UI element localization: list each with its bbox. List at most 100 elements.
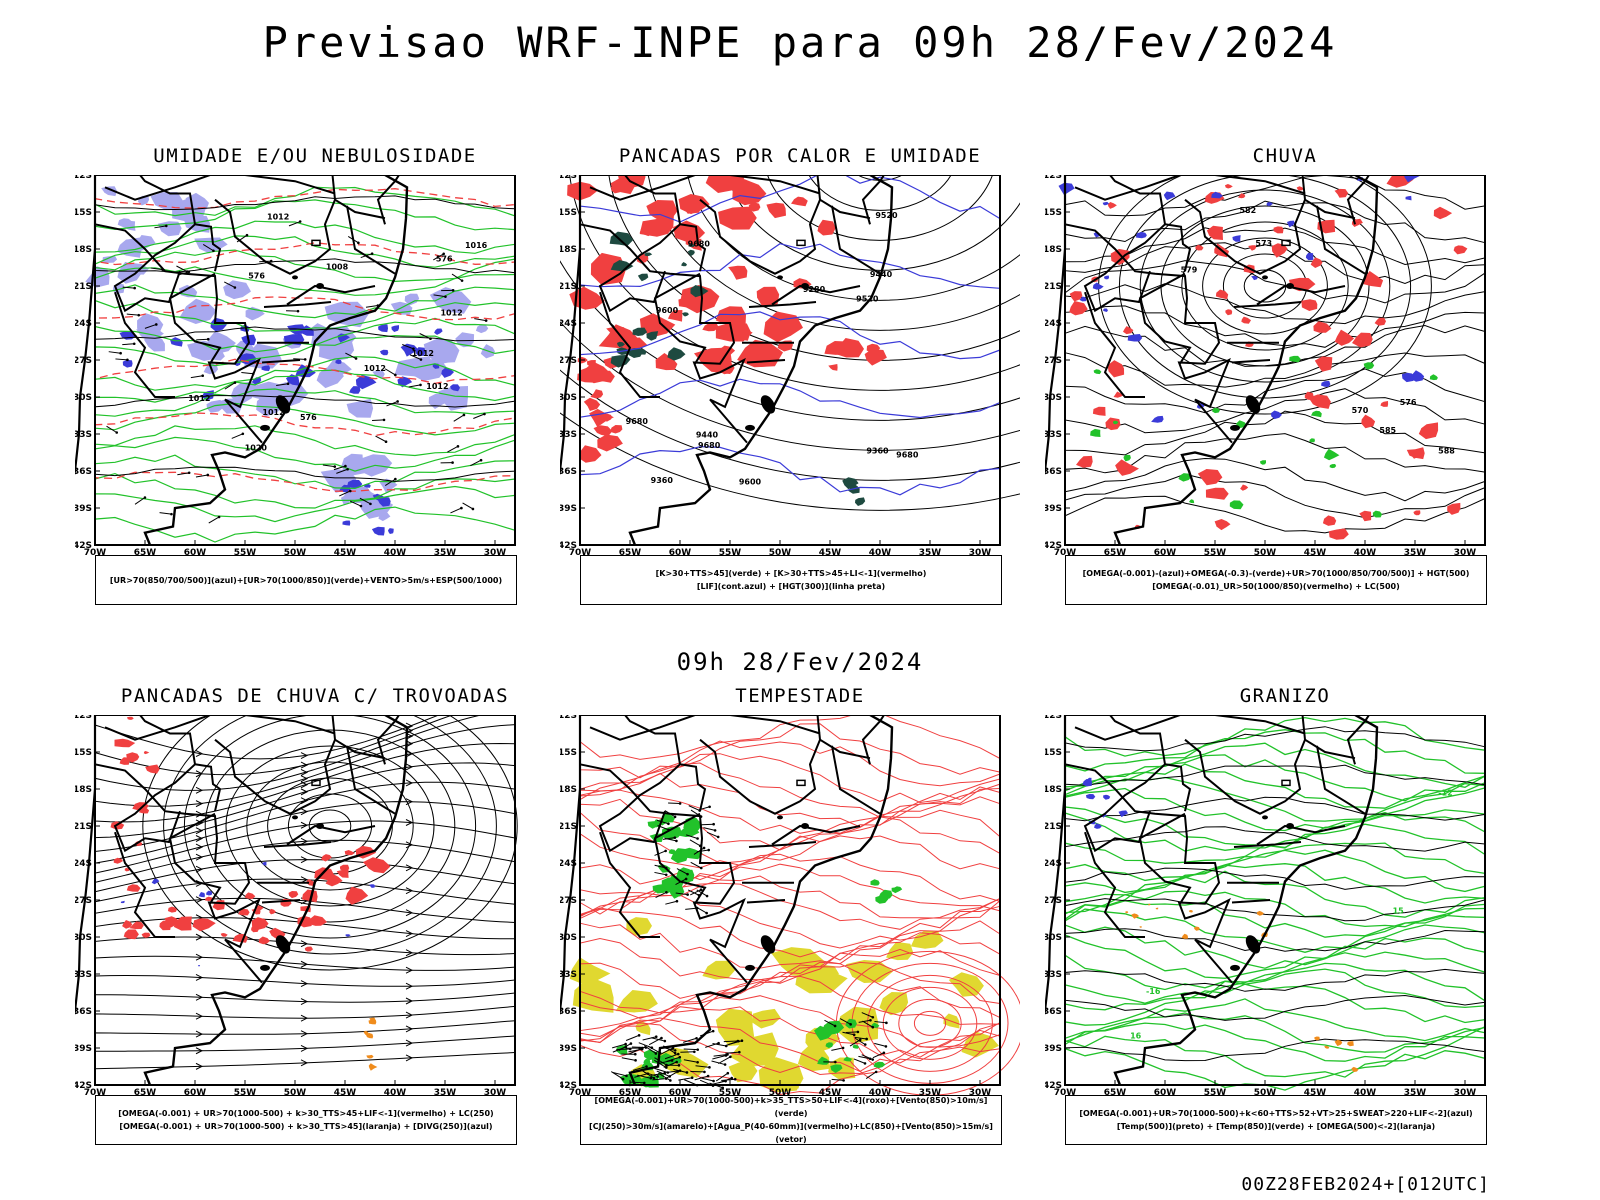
lon-tick-label: 35W — [1404, 548, 1427, 558]
lon-tick-label: 55W — [234, 1088, 257, 1098]
lat-tick-label: 30S — [560, 393, 577, 403]
lat-tick-label: 33S — [560, 430, 577, 440]
contour-label: 1012 — [440, 308, 462, 317]
lat-tick-label: 12S — [75, 175, 92, 181]
lat-tick-label: 12S — [560, 715, 577, 721]
legend-line: [CJ(250)>30m/s](amarelo)+[Agua_P(40-60mm… — [589, 1122, 993, 1144]
lat-tick-label: 36S — [1045, 1007, 1062, 1017]
lat-tick-label: 24S — [75, 319, 92, 329]
lat-tick-label: 30S — [560, 933, 577, 943]
contour-label: 1012 — [412, 349, 434, 358]
lat-tick-label: 24S — [560, 319, 577, 329]
forecast-map: -12 -16 15 16 12S 15S 18S 21S 24S 27S 30S 33S 36S 39S… — [1045, 715, 1486, 1098]
lon-tick-label: 65W — [619, 548, 642, 558]
lat-tick-label: 12S — [75, 715, 92, 721]
lon-tick-label: 30W — [484, 1088, 507, 1098]
lon-tick-label: 35W — [434, 1088, 457, 1098]
contour-label: 1008 — [326, 262, 349, 271]
lat-tick-label: 33S — [1045, 970, 1062, 980]
lat-tick-label: 27S — [1045, 896, 1062, 906]
main-title: Previsao WRF-INPE para 09h 28/Fev/2024 — [262, 18, 1338, 67]
lon-tick-label: 50W — [1254, 548, 1277, 558]
lon-tick-label: 60W — [1154, 548, 1177, 558]
lat-tick-label: 42S — [75, 541, 92, 551]
lon-tick-label: 65W — [1104, 1088, 1127, 1098]
lat-tick-label: 15S — [75, 208, 92, 218]
lat-tick-label: 33S — [560, 970, 577, 980]
lat-tick-label: 21S — [560, 282, 577, 292]
legend-line: [LIF](cont.azul) + [HGT(300)](linha pret… — [696, 582, 886, 591]
lon-tick-label: 35W — [1404, 1088, 1427, 1098]
panel-title: CHUVA — [1252, 145, 1318, 167]
legend-line: [OMEGA(-0.001)+UR>70(1000-500)+k<60+TTS>… — [1079, 1109, 1473, 1118]
lon-tick-label: 65W — [1104, 548, 1127, 558]
lon-tick-label: 30W — [969, 1088, 992, 1098]
forecast-map: 588 585 582 579 576 573 570 12S 15S 18S 21S 24S 27S 3… — [1045, 175, 1486, 558]
contour-label: 573 — [1255, 239, 1272, 248]
lat-tick-label: 39S — [75, 1044, 92, 1054]
contour-label: 16 — [1130, 1031, 1142, 1040]
lon-tick-label: 50W — [769, 548, 792, 558]
contour-label: 9360 — [866, 446, 889, 455]
contour-label: 1012 — [426, 382, 448, 391]
lon-tick-label: 35W — [919, 548, 942, 558]
legend-line: [Temp(500)](preto) + [Temp(850)](verde) … — [1116, 1122, 1436, 1131]
legend-line: [OMEGA(-0.001)-(azul)+OMEGA(-0.3)-(verde… — [1082, 569, 1470, 578]
lon-tick-label: 30W — [484, 548, 507, 558]
lat-tick-label: 21S — [1045, 822, 1062, 832]
lat-tick-label: 39S — [75, 504, 92, 514]
lat-tick-label: 33S — [1045, 430, 1062, 440]
lat-tick-label: 36S — [560, 467, 577, 477]
legend-box: [OMEGA(-0.001)+UR>70(1000-500)+k<60+TTS>… — [1065, 1095, 1487, 1145]
lat-tick-label: 27S — [1045, 356, 1062, 366]
legend-line: [OMEGA(-0.001) + UR>70(1000-500) + k>30_… — [119, 1122, 493, 1131]
lon-tick-label: 40W — [384, 1088, 407, 1098]
legend-line: [OMEGA(-0.001) + UR>70(1000-500) + k>30_… — [118, 1109, 494, 1118]
lat-tick-label: 21S — [75, 282, 92, 292]
lon-tick-label: 40W — [1354, 548, 1377, 558]
contour-label: 15 — [1393, 907, 1405, 916]
lon-tick-label: 70W — [569, 1088, 592, 1098]
map-layers: 9680968096809680960096009520952094409440… — [560, 175, 1020, 546]
lat-tick-label: 15S — [1045, 748, 1062, 758]
contour-label: 9520 — [875, 211, 898, 220]
lat-tick-label: 39S — [560, 1044, 577, 1054]
lat-tick-label: 39S — [1045, 1044, 1062, 1054]
contour-label: 9360 — [651, 476, 674, 485]
legend-box: [K>30+TTS>45](verde) + [K>30+TTS>45+LI<-… — [580, 555, 1002, 605]
panel-title: PANCADAS POR CALOR E UMIDADE — [618, 145, 982, 167]
lat-tick-label: 42S — [1045, 541, 1062, 551]
contour-label: 1012 — [364, 364, 386, 373]
lon-tick-label: 35W — [434, 548, 457, 558]
lat-tick-label: 12S — [1045, 175, 1062, 181]
lat-tick-label: 27S — [560, 356, 577, 366]
legend-line: [OMEGA(-0.01)_UR>50(1000/850)(vermelho) … — [1152, 582, 1400, 591]
lon-tick-label: 70W — [569, 548, 592, 558]
lat-tick-label: 18S — [560, 785, 577, 795]
lon-tick-label: 70W — [84, 1088, 107, 1098]
legend-box: [OMEGA(-0.001)+UR>70(1000-500)+k>35_TTS>… — [580, 1095, 1002, 1145]
lon-tick-label: 30W — [1454, 548, 1477, 558]
legend-line: [K>30+TTS>45](verde) + [K>30+TTS>45+LI<-… — [655, 569, 927, 578]
lon-tick-label: 40W — [384, 548, 407, 558]
contour-label: 9680 — [698, 441, 721, 450]
lat-tick-label: 39S — [1045, 504, 1062, 514]
panel-title: TEMPESTADE — [735, 685, 865, 707]
forecast-map: 9680968096809680960096009520952094409440… — [560, 175, 1020, 558]
lat-tick-label: 42S — [560, 1081, 577, 1091]
contour-label: 576 — [1400, 398, 1417, 407]
lat-tick-label: 30S — [1045, 933, 1062, 943]
lat-tick-label: 18S — [1045, 785, 1062, 795]
contour-label: 576 — [248, 272, 265, 281]
contour-label: 9680 — [896, 450, 919, 459]
lat-tick-label: 15S — [1045, 208, 1062, 218]
lon-tick-label: 65W — [134, 1088, 157, 1098]
lat-tick-label: 42S — [1045, 1081, 1062, 1091]
legend-box: [UR>70(850/700/500)](azul)+[UR>70(1000/8… — [95, 555, 517, 605]
panel-title: GRANIZO — [1239, 685, 1331, 707]
contour-label: 9520 — [856, 294, 879, 303]
lat-tick-label: 27S — [560, 896, 577, 906]
lat-tick-label: 33S — [75, 430, 92, 440]
lon-tick-label: 30W — [969, 548, 992, 558]
